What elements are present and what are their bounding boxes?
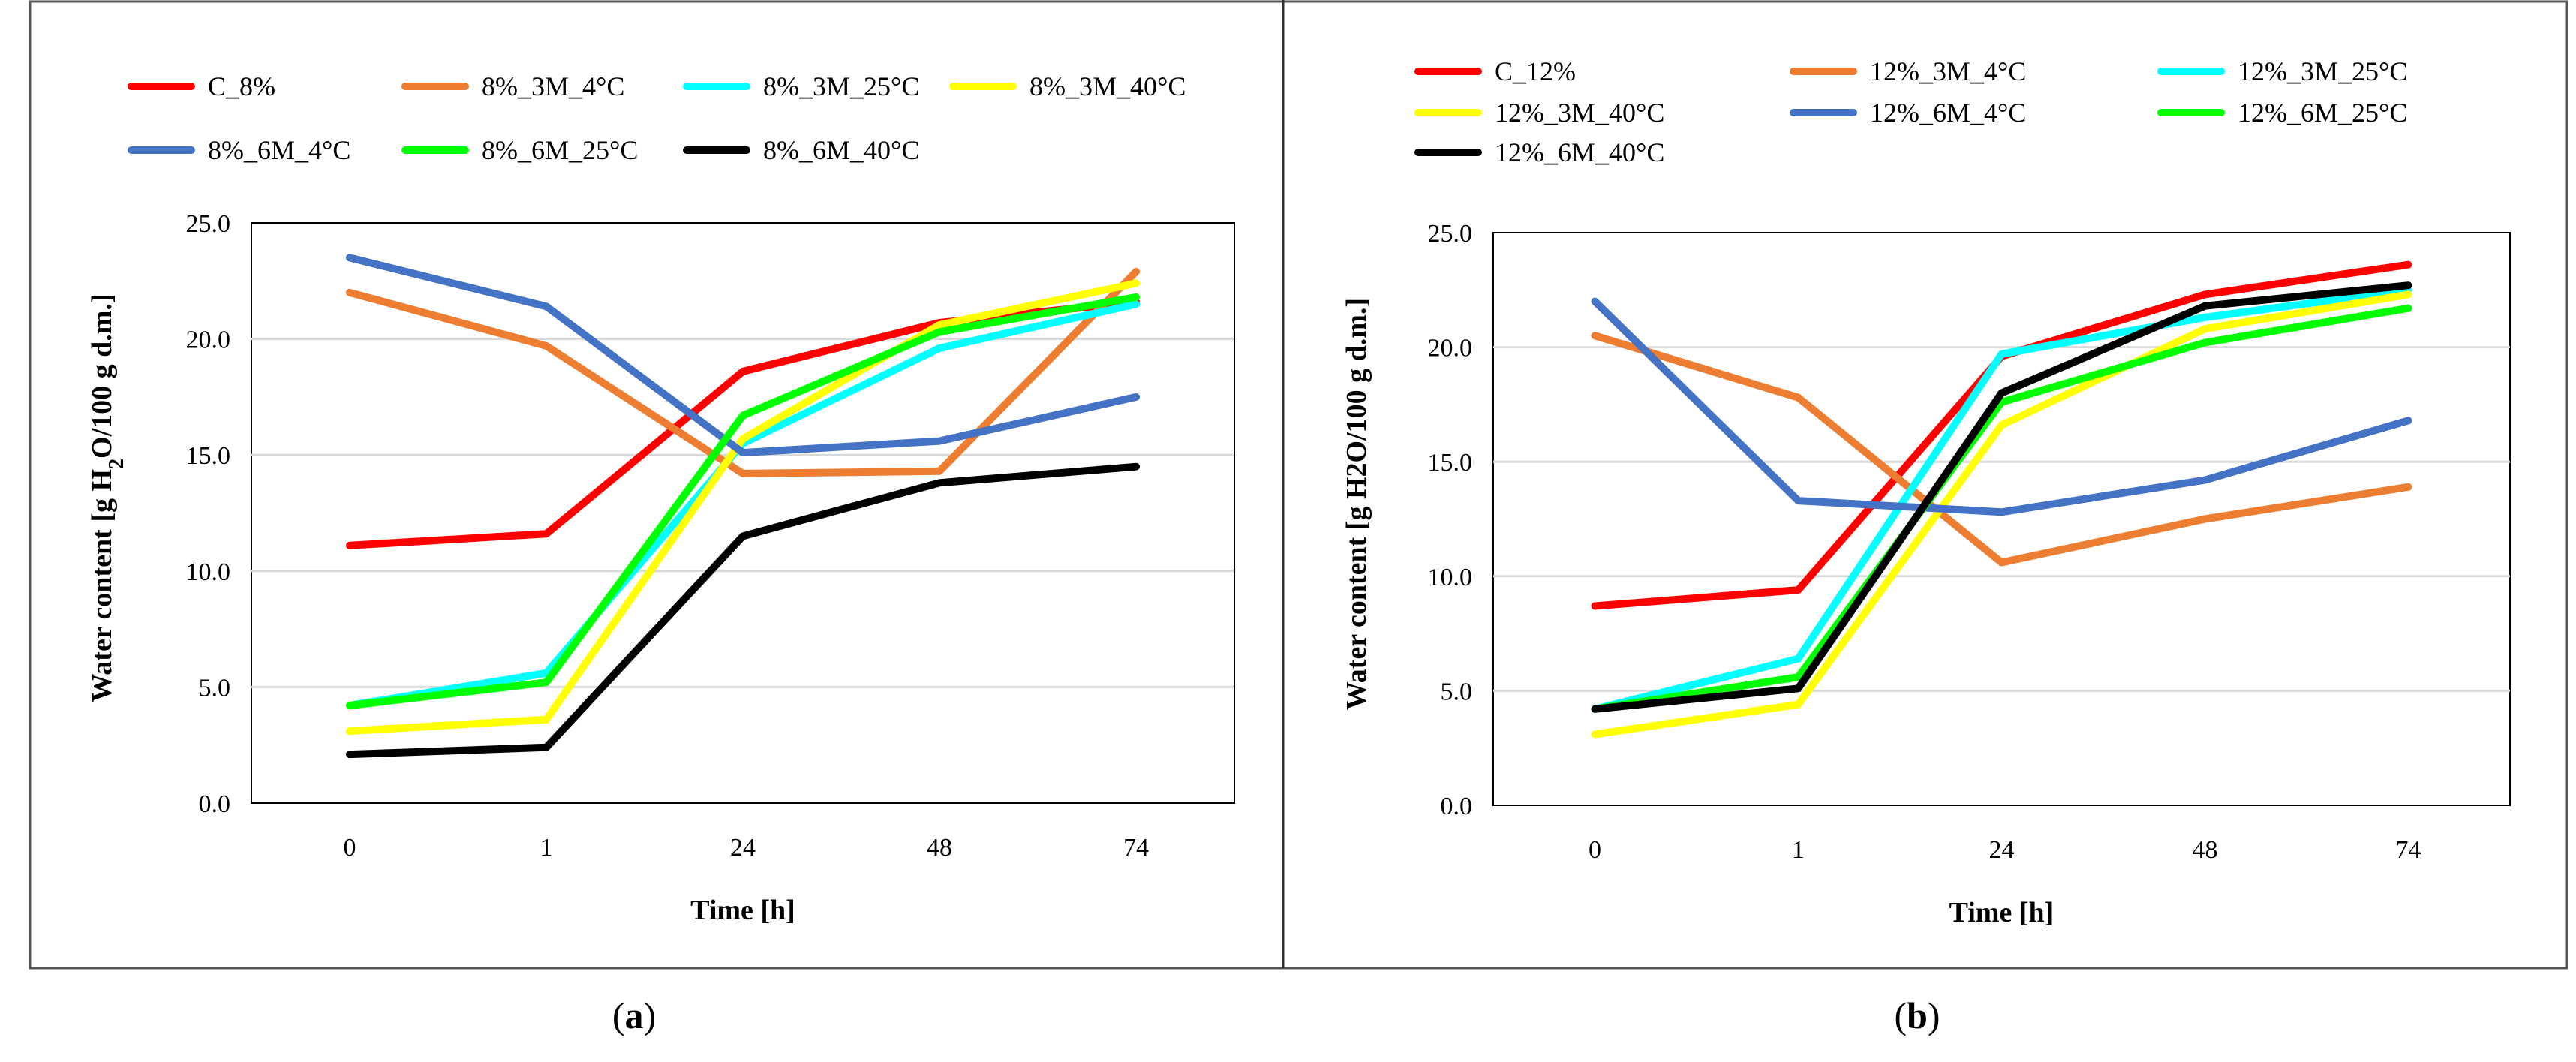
panel-a-x-axis-title: Time [h] (690, 895, 795, 926)
panel-b-xtick-label: 1 (1792, 836, 1805, 864)
panel-a-xtick-label: 24 (730, 834, 756, 862)
panel-a-legend-label: 8%_3M_25°C (763, 71, 919, 101)
panel-a-ytick-label: 20.0 (186, 326, 231, 354)
panel-a-xtick-label: 48 (927, 834, 952, 862)
panel-a-plot-area (251, 222, 1235, 804)
panel-b-y-axis-title-part: Water content [g H2O/100 g d.m.] (1341, 298, 1372, 710)
panel-a-y-axis-title-part: 2 (105, 459, 128, 469)
panel-b-legend-label: 12%_6M_25°C (2238, 98, 2407, 128)
panel-a-series-line (346, 300, 1140, 710)
panel-b-xtick-label: 74 (2396, 836, 2421, 864)
panel-b-ytick-label: 15.0 (1428, 449, 1473, 477)
panel-b-series-line (1591, 297, 2412, 516)
panel-a-series-line (346, 293, 1140, 710)
chart-panel-a: 0.0 5.0 10.0 15.0 20.0 25.0 0 1 24 48 74 Time [h] Wa… (86, 71, 1235, 926)
panel-a-series-line (346, 279, 1140, 736)
panel-a-y-axis-title: Water content [g H2O/100 g d.m.] (86, 293, 128, 702)
panel-a-xtick-label: 1 (540, 834, 553, 862)
panel-a-series-line (346, 254, 1140, 457)
caption-b: (b) (1894, 994, 1940, 1036)
panel-b-ytick-label: 25.0 (1428, 220, 1473, 248)
panel-b-legend-label: 12%_6M_40°C (1495, 137, 1664, 167)
panel-a-ytick-label: 15.0 (186, 442, 231, 470)
panel-a-y-axis-title-part: O/100 g d.m.] (86, 293, 118, 459)
panel-b-ytick-label: 5.0 (1441, 678, 1473, 705)
panel-b-ytick-label: 0.0 (1441, 793, 1473, 820)
panel-b-series-line (1591, 286, 2412, 713)
chart-panel-b: 0.0 5.0 10.0 15.0 20.0 25.0 0 1 24 48 74 Time [h] Wa… (1341, 56, 2511, 928)
panel-a-y-axis-title-part: Water content [g H (86, 469, 118, 702)
panel-b-series-line (1591, 304, 2412, 713)
panel-b-legend-label: 12%_3M_25°C (2238, 56, 2407, 86)
panel-b-ytick-label: 20.0 (1428, 335, 1473, 363)
panel-a-ytick-label: 10.0 (186, 558, 231, 586)
panel-b-legend-label: C_12% (1495, 56, 1576, 86)
panel-a-ytick-label: 0.0 (199, 790, 231, 818)
panel-a-legend-label: 8%_6M_40°C (763, 135, 919, 165)
panel-b-legend-label: 12%_3M_40°C (1495, 98, 1664, 128)
panel-b-xtick-label: 48 (2193, 836, 2218, 864)
panel-a-series-line (346, 298, 1140, 549)
panel-a-legend-label: 8%_6M_25°C (482, 135, 638, 165)
caption-a: (a) (612, 994, 656, 1036)
panel-a-xtick-label: 0 (344, 834, 356, 862)
panel-b-series-line (1591, 332, 2412, 567)
panel-b-plot-area (1492, 232, 2511, 806)
panel-a-xtick-label: 74 (1123, 834, 1149, 862)
panel-b-legend-label: 12%_3M_4°C (1870, 56, 2026, 86)
panel-b-xtick-label: 0 (1589, 836, 1601, 864)
panel-b-series-line (1591, 281, 2412, 713)
panel-a-ytick-label: 25.0 (186, 210, 231, 238)
panel-a-legend-label: 8%_6M_4°C (208, 135, 350, 165)
panel-b-ytick-label: 10.0 (1428, 564, 1473, 591)
panel-a-ytick-label: 5.0 (199, 674, 231, 702)
panel-b-xtick-label: 24 (1989, 836, 2015, 864)
panel-b-frame (1282, 0, 2568, 970)
panel-b-y-axis-title: Water content [g H2O/100 g d.m.] (1341, 298, 1372, 710)
panel-a-legend-label: C_8% (208, 71, 275, 101)
panel-b-series-line (1591, 290, 2412, 739)
panel-a-legend-label: 8%_3M_4°C (482, 71, 624, 101)
panel-a-series-line (346, 462, 1140, 759)
panel-b-legend-label: 12%_6M_4°C (1870, 98, 2026, 128)
panel-a-legend-label: 8%_3M_40°C (1029, 71, 1186, 101)
panel-b-x-axis-title: Time [h] (1949, 897, 2054, 928)
panel-a-series-line (346, 267, 1140, 477)
